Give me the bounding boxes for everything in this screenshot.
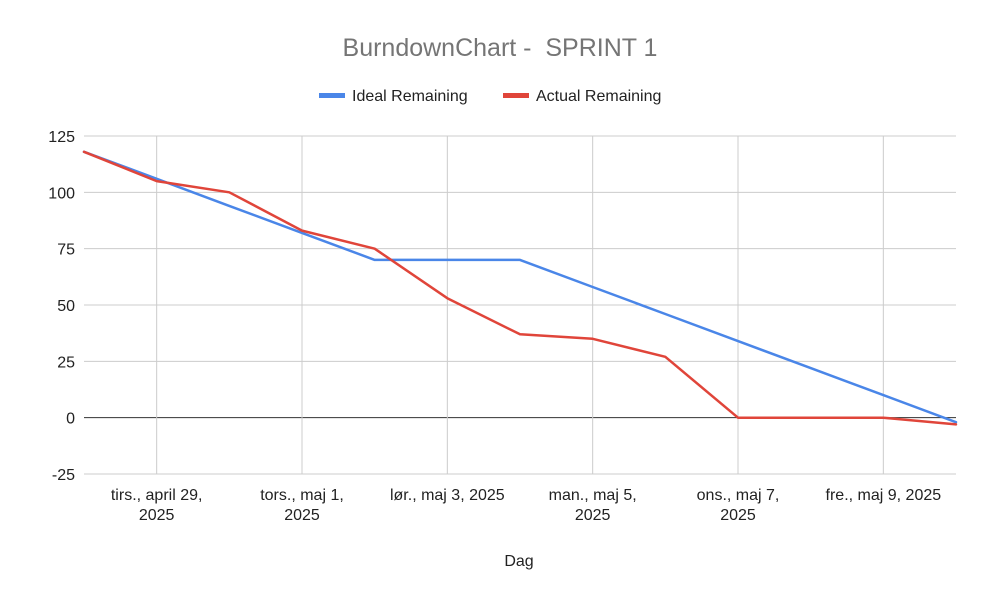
gridlines xyxy=(84,135,956,475)
legend: Ideal Remaining Actual Remaining xyxy=(319,88,661,105)
x-tick-label: man., maj 5, 2025 xyxy=(549,487,637,524)
y-tick-label: 25 xyxy=(57,354,75,371)
y-axis-ticks: 125 100 75 50 25 0 -25 xyxy=(48,129,75,484)
series-layer xyxy=(82,150,958,426)
legend-label-actual-remaining: Actual Remaining xyxy=(536,88,661,105)
y-tick-label: 0 xyxy=(66,411,75,428)
legend-label-ideal-remaining: Ideal Remaining xyxy=(352,88,468,105)
chart-title: BurndownChart - SPRINT 1 xyxy=(343,34,658,62)
y-tick-label: -25 xyxy=(52,467,75,484)
x-tick-label: ons., maj 7, 2025 xyxy=(697,487,780,524)
actual-remaining-series-line xyxy=(82,150,958,426)
x-tick-label: lør., maj 3, 2025 xyxy=(390,487,505,504)
y-tick-label: 100 xyxy=(48,185,75,202)
x-tick-label: tors., maj 1, 2025 xyxy=(260,487,344,524)
y-tick-label: 50 xyxy=(57,298,75,315)
y-tick-label: 75 xyxy=(57,242,75,259)
x-axis-ticks: tirs., april 29, 2025 tors., maj 1, 2025 lør… xyxy=(111,487,941,524)
x-tick-label: tirs., april 29, 2025 xyxy=(111,487,203,524)
y-tick-label: 125 xyxy=(48,129,75,146)
x-tick-label: fre., maj 9, 2025 xyxy=(826,487,942,504)
x-axis-label: Dag xyxy=(504,553,533,570)
legend-swatch-actual-remaining xyxy=(503,93,529,98)
ideal-remaining-series-line xyxy=(82,150,958,424)
legend-swatch-ideal-remaining xyxy=(319,93,345,98)
